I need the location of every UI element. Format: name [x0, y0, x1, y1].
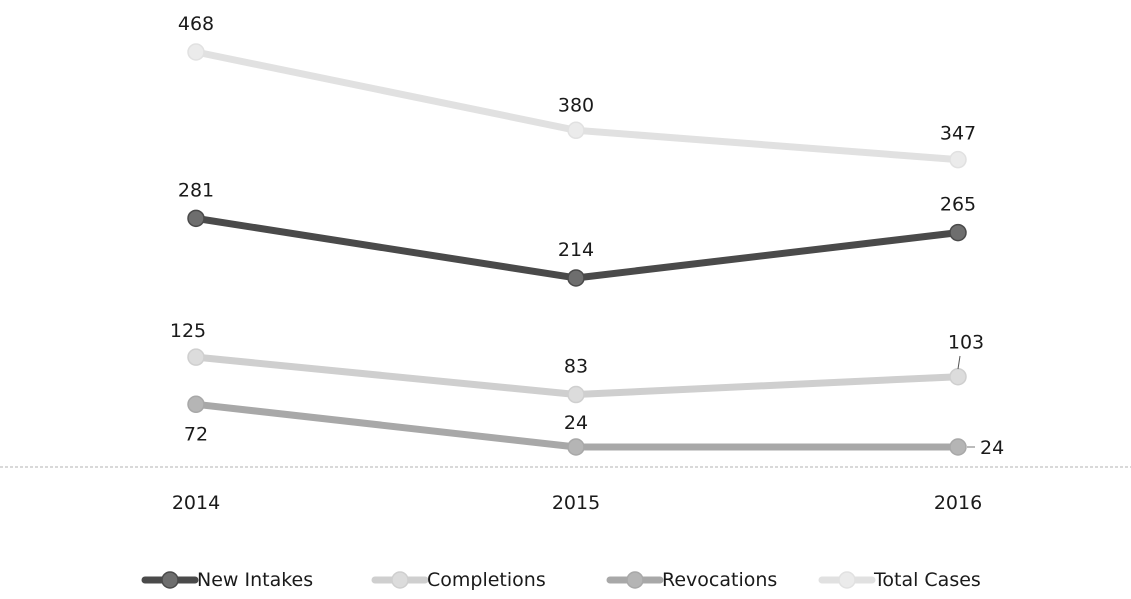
leader-line-completions-2016 [957, 355, 961, 370]
data-point-revocations-2016 [949, 438, 967, 456]
data-label-completions-2016: 103 [948, 332, 984, 354]
legend-label-new-intakes: New Intakes [197, 569, 313, 591]
data-label-group: 468 380 347 125 83 103 72 24 24 281 214 265 [170, 13, 1004, 459]
legend-item-total-cases: Total Cases [818, 569, 981, 591]
data-point-total-cases-2014 [187, 43, 205, 61]
data-label-total-cases-2016: 347 [940, 123, 976, 145]
data-label-revocations-2016: 24 [980, 437, 1004, 459]
data-label-revocations-2014: 72 [184, 423, 208, 445]
series-completions [187, 348, 967, 404]
data-point-revocations-2014 [187, 395, 205, 414]
data-label-completions-2015: 83 [564, 356, 588, 378]
series-total-cases [187, 43, 967, 169]
legend-swatch-marker-revocations [626, 571, 644, 589]
legend-item-completions: Completions [371, 569, 546, 591]
legend-label-total-cases: Total Cases [873, 569, 981, 591]
data-label-new-intakes-2015: 214 [558, 239, 594, 261]
legend-label-completions: Completions [427, 569, 546, 591]
data-label-new-intakes-2014: 281 [178, 179, 214, 201]
x-tick-label-2015: 2015 [552, 492, 600, 514]
data-point-total-cases-2016 [949, 150, 967, 169]
data-point-completions-2016 [949, 367, 967, 386]
x-tick-label-2016: 2016 [934, 492, 982, 514]
legend-swatch-marker-total-cases [838, 571, 856, 589]
series-group [187, 43, 967, 456]
legend-swatch-marker-completions [391, 571, 409, 589]
data-point-total-cases-2015 [567, 121, 585, 140]
series-revocations [187, 395, 967, 456]
legend-swatch-marker-new-intakes [161, 571, 179, 589]
x-tick-group: 2014 2015 2016 [172, 492, 982, 514]
legend-item-new-intakes: New Intakes [141, 569, 313, 591]
data-point-new-intakes-2016 [949, 223, 967, 242]
data-point-completions-2015 [567, 385, 585, 404]
data-label-completions-2014: 125 [170, 320, 206, 342]
data-label-revocations-2015: 24 [564, 412, 588, 434]
series-new-intakes [187, 209, 967, 287]
x-tick-label-2014: 2014 [172, 492, 220, 514]
data-label-total-cases-2015: 380 [558, 94, 594, 116]
data-label-new-intakes-2016: 265 [940, 194, 976, 216]
data-point-completions-2014 [187, 348, 205, 366]
data-point-revocations-2015 [567, 438, 585, 456]
legend-item-revocations: Revocations [606, 569, 777, 591]
legend-label-revocations: Revocations [662, 569, 777, 591]
legend: New Intakes Completions Revocations Total C… [141, 569, 981, 591]
data-point-new-intakes-2015 [567, 269, 585, 287]
data-label-total-cases-2014: 468 [178, 13, 214, 35]
data-point-new-intakes-2014 [187, 209, 205, 228]
